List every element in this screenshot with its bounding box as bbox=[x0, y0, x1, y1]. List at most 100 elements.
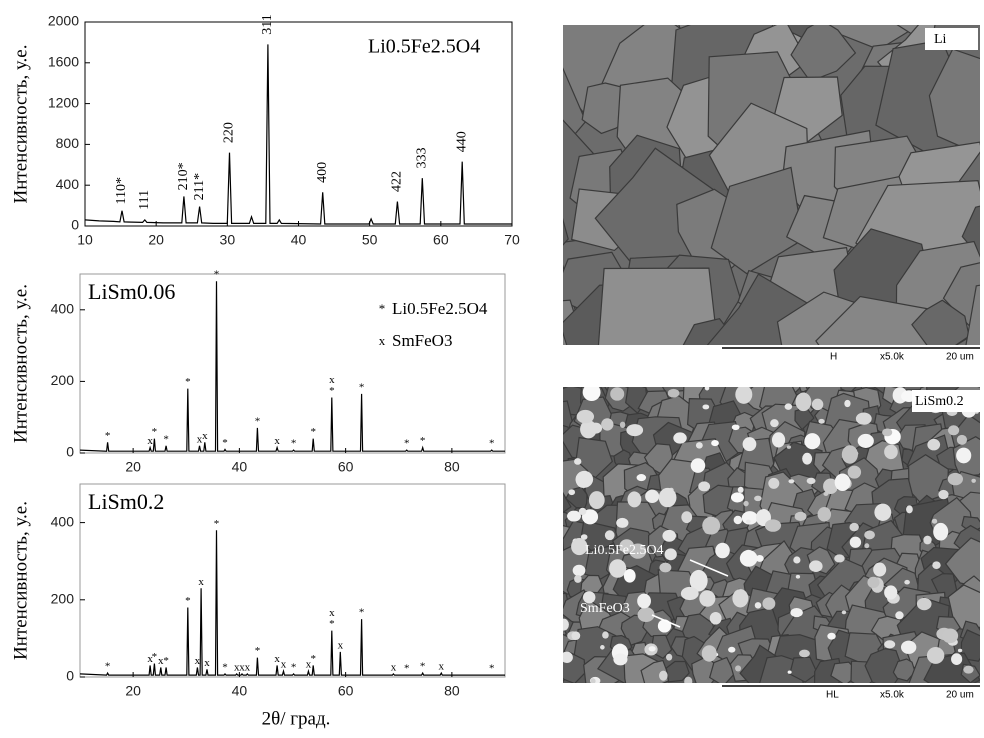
peak-marker: * bbox=[489, 438, 495, 450]
sm-particle bbox=[904, 580, 910, 585]
sm-particle bbox=[620, 422, 625, 428]
sm-particle bbox=[785, 403, 792, 409]
sm-particle bbox=[882, 429, 892, 437]
y-tick-label: 1600 bbox=[48, 54, 79, 70]
sm-particle bbox=[681, 511, 692, 523]
y-tick-label: 200 bbox=[51, 372, 75, 388]
sm-particle bbox=[702, 645, 717, 661]
peak-label: 440 bbox=[454, 131, 469, 152]
sm-particle bbox=[917, 598, 932, 610]
sm-particle bbox=[754, 496, 762, 501]
sm-particle bbox=[772, 432, 785, 447]
sm-particle bbox=[948, 425, 959, 435]
y-tick-label: 1200 bbox=[48, 94, 79, 110]
sm-particle bbox=[842, 611, 846, 615]
callout: Li0.5Fe2.5O4 bbox=[585, 543, 664, 558]
sm-particle bbox=[793, 556, 800, 563]
grain bbox=[545, 573, 563, 592]
x-tick-label: 80 bbox=[444, 683, 460, 699]
sm-particle bbox=[659, 671, 668, 681]
sm-particle bbox=[710, 612, 722, 625]
sm-particle bbox=[559, 619, 569, 631]
sm-particle bbox=[768, 478, 779, 489]
peak-label: 333 bbox=[415, 148, 430, 169]
x-tick-label: 50 bbox=[362, 232, 378, 248]
sm-particle bbox=[610, 387, 624, 400]
scale-text: 20 um bbox=[946, 352, 974, 363]
x-tick-label: 40 bbox=[291, 232, 307, 248]
sm-particle bbox=[796, 393, 812, 412]
sm-particle bbox=[901, 641, 916, 654]
sm-particle bbox=[938, 490, 948, 499]
peak-marker: * bbox=[291, 661, 297, 673]
sm-particle bbox=[734, 516, 743, 524]
sem-grains bbox=[479, 0, 984, 409]
peak-marker: * bbox=[163, 433, 169, 445]
peak-label: 211* bbox=[192, 173, 207, 200]
sm-particle bbox=[834, 554, 845, 562]
peak-marker: * bbox=[329, 618, 335, 630]
sm-particle bbox=[626, 424, 643, 436]
sm-particle bbox=[787, 445, 791, 448]
sm-particle bbox=[948, 473, 963, 485]
x-tick-label: 20 bbox=[125, 683, 141, 699]
sm-particle bbox=[573, 565, 586, 576]
peak-marker: * bbox=[214, 269, 220, 281]
legend-symbol: * bbox=[379, 301, 386, 316]
sm-particle bbox=[583, 383, 601, 401]
sm-particle bbox=[638, 607, 655, 622]
peak-marker: * bbox=[185, 376, 191, 388]
peak-label: 311 bbox=[260, 14, 275, 34]
peak-marker: x bbox=[204, 657, 210, 669]
sm-particle bbox=[574, 458, 581, 465]
sm-particle bbox=[666, 654, 672, 661]
peak-label: 110* bbox=[114, 177, 129, 204]
y-tick-label: 0 bbox=[66, 444, 74, 460]
chart-title: LiSm0.06 bbox=[88, 279, 175, 304]
grain bbox=[860, 368, 883, 388]
peak-label: 210* bbox=[176, 162, 191, 190]
sm-particle bbox=[627, 491, 641, 507]
sm-particle bbox=[755, 602, 762, 609]
sm-particle bbox=[743, 501, 748, 507]
sm-particle bbox=[923, 536, 931, 545]
sm-particle bbox=[577, 410, 594, 423]
x-tick-label: 70 bbox=[504, 232, 520, 248]
peak-marker: * bbox=[291, 438, 297, 450]
sm-particle bbox=[818, 507, 832, 521]
x-tick-label: 60 bbox=[338, 459, 354, 475]
y-tick-label: 400 bbox=[51, 301, 75, 317]
sm-particle bbox=[927, 647, 944, 664]
sm-particle bbox=[731, 492, 744, 502]
peak-label: 220 bbox=[222, 122, 237, 143]
y-axis-label: Интенсивность, у.е. bbox=[10, 284, 31, 443]
sm-particle bbox=[673, 432, 686, 443]
figure: Li H x5.0k 20 um LiSm0.2 HL x5.0k 20 um … bbox=[0, 0, 984, 738]
sm-particle bbox=[576, 471, 594, 488]
sm-particle bbox=[605, 530, 615, 540]
image-label: LiSm0.2 bbox=[915, 394, 964, 409]
peak-label: 111 bbox=[137, 190, 152, 210]
chart-title: Li0.5Fe2.5O4 bbox=[368, 36, 480, 58]
peak-marker: * bbox=[489, 663, 495, 675]
sm-particle bbox=[571, 631, 580, 640]
sm-particle bbox=[932, 519, 937, 524]
sm-particle bbox=[942, 628, 958, 643]
peak-marker: * bbox=[152, 651, 158, 663]
sm-particle bbox=[649, 646, 656, 651]
x-tick-label: 60 bbox=[433, 232, 449, 248]
legend-label: SmFeO3 bbox=[392, 331, 452, 350]
sm-particle bbox=[844, 400, 850, 407]
peak-marker: * bbox=[420, 661, 426, 673]
peak-marker: x bbox=[195, 655, 201, 667]
x-tick-label: 80 bbox=[444, 459, 460, 475]
sm-particle bbox=[850, 537, 861, 548]
sm-particle bbox=[790, 608, 802, 617]
peak-marker: * bbox=[222, 437, 228, 449]
sm-particle bbox=[637, 474, 646, 481]
sm-particle bbox=[568, 489, 575, 495]
y-tick-label: 0 bbox=[71, 217, 79, 233]
peak-marker: x bbox=[329, 374, 335, 386]
y-tick-label: 800 bbox=[56, 135, 80, 151]
peak-marker: * bbox=[359, 607, 365, 619]
